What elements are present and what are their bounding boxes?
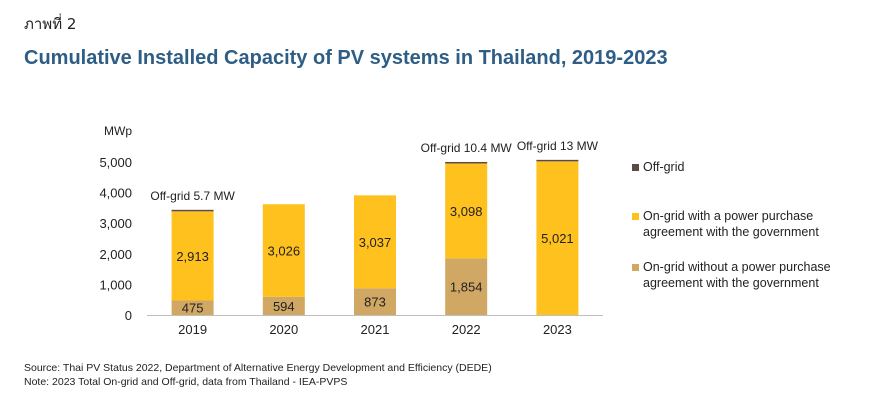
chart-title: Cumulative Installed Capacity of PV syst… bbox=[24, 47, 668, 69]
legend-label: Off-grid bbox=[643, 160, 684, 174]
data-note: Note: 2023 Total On-grid and Off-grid, d… bbox=[24, 376, 348, 388]
bar-segment-2023 bbox=[536, 159, 579, 162]
y-tick-label: 3,000 bbox=[99, 216, 132, 231]
y-tick-label: 1,000 bbox=[99, 277, 132, 292]
x-tick-label: 2019 bbox=[178, 322, 207, 337]
legend-swatch bbox=[632, 213, 639, 220]
annotation-label: Off-grid 10.4 MW bbox=[421, 141, 513, 155]
bar-segment-2020 bbox=[262, 204, 305, 297]
annotation-label: Off-grid 5.7 MW bbox=[150, 189, 235, 203]
bar-segment-2022 bbox=[445, 258, 488, 315]
legend-label: On-grid without a power purchase bbox=[643, 260, 831, 274]
y-tick-label: 5,000 bbox=[99, 155, 132, 170]
legend-label: agreement with the government bbox=[643, 225, 819, 239]
stacked-bar-chart: MWp 0 1,000 2,000 3,000 4,000 5,000 475 2,913 201… bbox=[99, 124, 831, 337]
data-label: 3,026 bbox=[268, 244, 301, 259]
x-tick-label: 2021 bbox=[361, 322, 390, 337]
data-label: 873 bbox=[364, 295, 386, 310]
chart-notes: Source: Thai PV Status 2022, Department … bbox=[24, 361, 492, 389]
data-label: 1,854 bbox=[450, 280, 483, 295]
x-tick-label: 2023 bbox=[543, 322, 572, 337]
x-tick-label: 2022 bbox=[452, 322, 481, 337]
bar-segment-2022 bbox=[445, 161, 488, 164]
data-label: 2,913 bbox=[176, 249, 209, 264]
source-note: Source: Thai PV Status 2022, Department … bbox=[24, 362, 492, 374]
bar-segment-2020 bbox=[262, 296, 305, 315]
bar-segment-2021 bbox=[354, 195, 396, 289]
x-tick-label: 2020 bbox=[269, 322, 298, 337]
data-label: 5,021 bbox=[541, 231, 574, 246]
bar-segment-2021 bbox=[354, 288, 396, 315]
legend-swatch bbox=[632, 164, 639, 171]
bar-segment-2023 bbox=[536, 161, 579, 315]
legend-label: On-grid with a power purchase bbox=[643, 209, 813, 223]
bar-segment-2019 bbox=[171, 209, 214, 212]
bar-segment-2022 bbox=[445, 163, 488, 259]
data-label: 3,037 bbox=[359, 235, 392, 250]
bar-segment-2019 bbox=[171, 300, 214, 315]
data-label: 475 bbox=[182, 301, 204, 316]
data-label: 3,098 bbox=[450, 204, 483, 219]
y-tick-label: 0 bbox=[125, 308, 132, 323]
legend-swatch bbox=[632, 264, 639, 271]
figure-label: ภาพที่ 2 bbox=[24, 15, 77, 33]
y-axis-unit: MWp bbox=[104, 124, 132, 138]
y-tick-label: 2,000 bbox=[99, 247, 132, 262]
legend-label: agreement with the government bbox=[643, 276, 819, 290]
annotation-label: Off-grid 13 MW bbox=[517, 139, 599, 153]
data-label: 594 bbox=[273, 299, 295, 314]
y-tick-label: 4,000 bbox=[99, 186, 132, 201]
bar-segment-2019 bbox=[171, 211, 214, 301]
